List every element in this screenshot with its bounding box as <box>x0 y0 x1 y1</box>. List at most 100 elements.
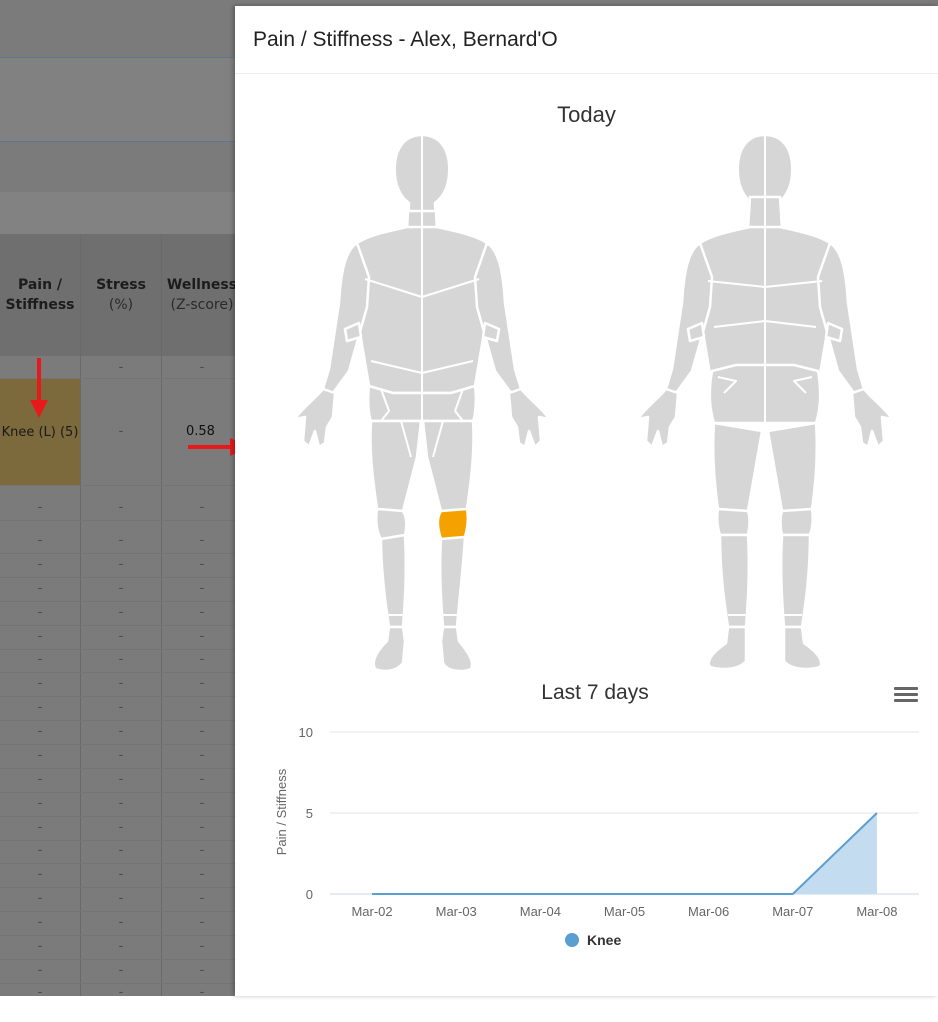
table-cell: - <box>118 939 124 954</box>
wellness-cell: 0.58 <box>186 424 215 439</box>
right-knee-back[interactable] <box>779 507 815 537</box>
table-cell: - <box>199 700 205 715</box>
x-tick-label: Mar-05 <box>604 904 645 919</box>
x-tick-label: Mar-07 <box>772 904 813 919</box>
table-cell: - <box>199 963 205 978</box>
row-divider <box>0 378 240 379</box>
modal-title: Pain / Stiffness - Alex, Bernard'O <box>253 28 558 51</box>
elbows-back[interactable] <box>686 321 844 343</box>
table-cell: - <box>118 748 124 763</box>
legend-label: Knee <box>587 932 622 948</box>
table-cell: - <box>118 500 124 515</box>
right-hand-back[interactable] <box>850 387 894 449</box>
table-cell: - <box>118 557 124 572</box>
table-cell: - <box>37 748 43 763</box>
left-foot-back[interactable] <box>707 625 748 671</box>
column-header-title: Stress <box>96 277 146 293</box>
right-thigh-front[interactable] <box>421 419 475 513</box>
divider <box>0 141 240 142</box>
left-hand-front[interactable] <box>293 387 337 449</box>
row-divider <box>0 744 240 745</box>
right-foot-back[interactable] <box>782 625 823 671</box>
table-cell: - <box>118 629 124 644</box>
table-cell: - <box>199 867 205 882</box>
left-hand-back[interactable] <box>636 387 680 449</box>
row-divider <box>0 672 240 673</box>
left-thigh-front[interactable] <box>369 419 423 513</box>
table-cell: - <box>37 500 43 515</box>
x-tick-label: Mar-02 <box>351 904 392 919</box>
table-cell: - <box>37 676 43 691</box>
table-cell: - <box>118 820 124 835</box>
column-header-pain[interactable]: Pain / Stiffness <box>0 234 80 356</box>
table-cell: - <box>118 581 124 596</box>
series-area-knee <box>372 813 877 894</box>
y-axis-ticks: 0 5 10 <box>299 725 313 902</box>
stress-cell: - <box>118 424 124 439</box>
row-divider <box>0 649 240 650</box>
column-header-title: Wellness <box>166 277 238 293</box>
row-divider <box>0 863 240 864</box>
right-shin-front[interactable] <box>438 535 467 629</box>
table-cell: - <box>118 915 124 930</box>
table-cell: - <box>118 360 124 375</box>
series-line-knee[interactable] <box>372 812 878 895</box>
pain-stiffness-modal: Pain / Stiffness - Alex, Bernard'O Today <box>235 6 938 996</box>
abdomen-line <box>370 360 474 374</box>
lower-back-lines <box>717 376 813 394</box>
left-arm-back[interactable] <box>664 241 714 395</box>
row-divider <box>0 553 240 554</box>
table-cell: - <box>118 676 124 691</box>
hamburger-menu-icon[interactable] <box>894 687 918 709</box>
midline <box>421 135 428 458</box>
left-calf-back[interactable] <box>718 533 751 629</box>
row-divider <box>0 935 240 936</box>
left-elbow-front[interactable] <box>343 321 363 343</box>
table-cell: - <box>118 867 124 882</box>
table-cell: - <box>199 939 205 954</box>
table-cell: - <box>37 629 43 644</box>
x-axis-ticks: Mar-02 Mar-03 Mar-04 Mar-05 Mar-06 Mar-07 Mar-… <box>351 904 897 919</box>
table-cell: - <box>118 605 124 620</box>
row-divider <box>0 983 240 984</box>
right-knee-front[interactable] <box>436 507 470 541</box>
right-thigh-back[interactable] <box>766 421 819 513</box>
left-thigh-back[interactable] <box>711 421 764 513</box>
y-tick-label: 0 <box>306 887 313 902</box>
left-arm-front[interactable] <box>321 241 371 395</box>
table-cell: - <box>37 867 43 882</box>
column-separator <box>161 234 162 996</box>
table-cell: - <box>199 557 205 572</box>
legend-item-knee[interactable]: Knee <box>565 932 621 948</box>
row-divider <box>0 520 240 521</box>
filter-band <box>0 57 240 141</box>
column-header-wellness[interactable]: Wellness (Z-score) <box>162 234 242 356</box>
table-cell: - <box>118 985 124 996</box>
table-cell: - <box>37 796 43 811</box>
table-cell: - <box>118 843 124 858</box>
right-elbow-front[interactable] <box>481 321 501 343</box>
x-tick-label: Mar-06 <box>688 904 729 919</box>
right-arm-front[interactable] <box>473 241 523 395</box>
right-foot-front[interactable] <box>439 625 474 673</box>
column-header-title: Pain / <box>17 277 63 293</box>
left-shin-front[interactable] <box>379 533 408 629</box>
table-cell: - <box>199 843 205 858</box>
chest-line <box>364 278 480 298</box>
table-cell: - <box>199 724 205 739</box>
y-tick-label: 10 <box>299 725 313 740</box>
modal-header: Pain / Stiffness - Alex, Bernard'O <box>235 6 938 74</box>
y-axis-label: Pain / Stiffness <box>274 768 289 855</box>
left-foot-front[interactable] <box>372 625 407 673</box>
hip-lines <box>380 388 464 422</box>
right-arm-back[interactable] <box>816 241 866 395</box>
table-cell: - <box>199 605 205 620</box>
column-header-title: Stiffness <box>5 297 75 313</box>
left-knee-back[interactable] <box>715 507 751 537</box>
table-cell: - <box>199 500 205 515</box>
column-header-stress[interactable]: Stress (%) <box>81 234 161 356</box>
right-calf-back[interactable] <box>779 533 812 629</box>
right-hand-front[interactable] <box>507 387 551 449</box>
row-divider <box>0 601 240 602</box>
